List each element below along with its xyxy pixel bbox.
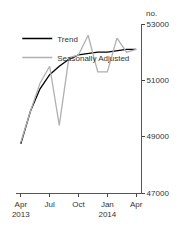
svg-text:Apr2013: Apr2013 (12, 200, 30, 219)
svg-text:49000: 49000 (147, 132, 170, 141)
svg-text:47000: 47000 (147, 189, 170, 198)
svg-text:Seasonally Adjusted: Seasonally Adjusted (57, 54, 129, 63)
svg-text:no.: no. (146, 9, 157, 18)
svg-text:Jul: Jul (45, 200, 55, 209)
svg-text:51000: 51000 (147, 76, 170, 85)
svg-text:Apr: Apr (130, 200, 143, 209)
svg-text:Jan2014: Jan2014 (98, 200, 116, 219)
svg-text:Trend: Trend (57, 35, 78, 44)
svg-text:53000: 53000 (147, 20, 170, 29)
svg-text:Oct: Oct (72, 200, 85, 209)
